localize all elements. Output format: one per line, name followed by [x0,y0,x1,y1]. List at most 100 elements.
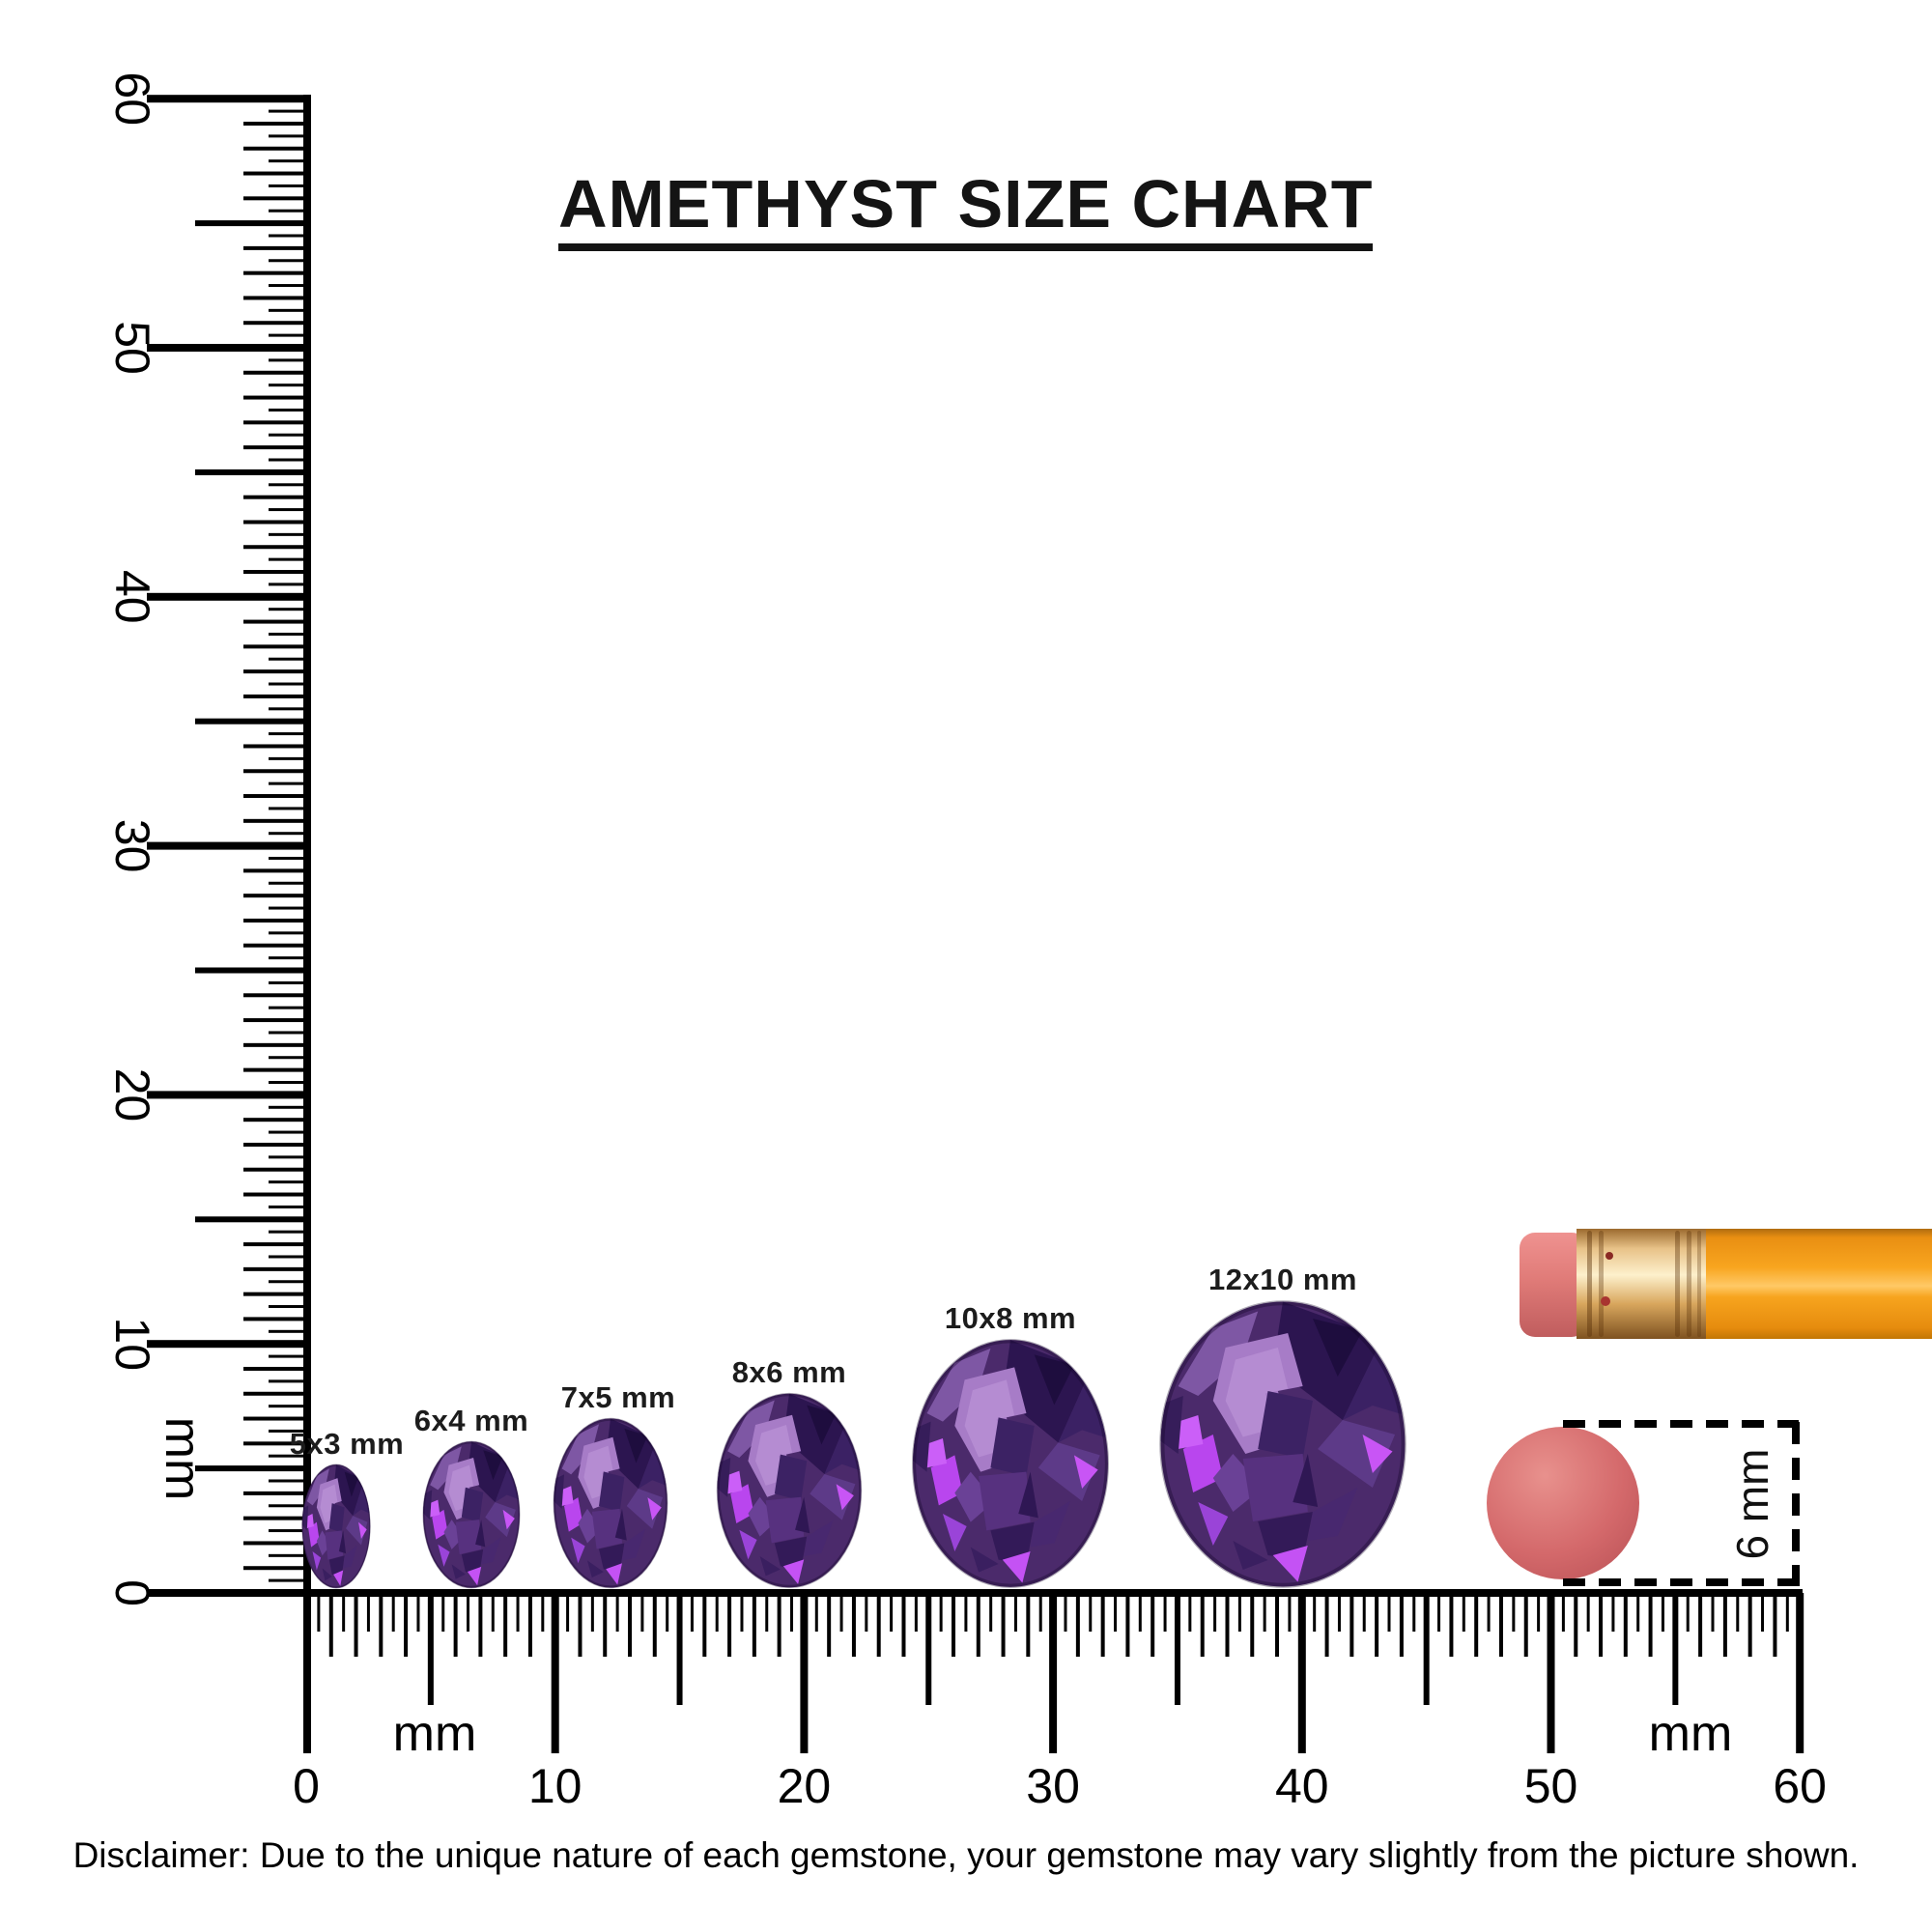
h-tick-44.5mm [1412,1593,1416,1632]
h-tick-10mm [551,1593,559,1753]
h-tick-1mm [328,1593,333,1657]
h-tick-25.5mm [939,1593,943,1632]
h-tick-48mm [1498,1593,1503,1657]
h-tick-59.5mm [1785,1593,1789,1632]
v-tick-11mm [243,1317,307,1321]
h-tick-54.5mm [1661,1593,1664,1632]
v-tick-39.5mm [269,608,307,611]
v-tick-49.5mm [269,358,307,362]
h-tick-29.5mm [1038,1593,1042,1632]
h-tick-44mm [1399,1593,1404,1657]
h-tick-31.5mm [1089,1593,1093,1632]
v-tick-45mm [195,469,307,475]
v-tick-1mm [243,1566,307,1571]
h-tick-58.5mm [1761,1593,1765,1632]
gem-row: 5x3 mm 6x4 mm 7x5 mm 8x6 mm 10x8 mm 12x10 mm [290,1263,1406,1588]
h-tick-45.5mm [1437,1593,1441,1632]
h-tick-60mm [1796,1593,1804,1753]
h-tick-12mm [603,1593,608,1657]
h-tick-33.5mm [1138,1593,1142,1632]
v-tick-53.5mm [269,259,307,263]
h-tick-18mm [752,1593,756,1657]
horizontal-ruler-numbers: 0 10 20 30 40 50 60 [293,1759,1827,1813]
v-tick-20.5mm [269,1081,307,1085]
h-tick-49.5mm [1537,1593,1541,1632]
h-tick-16.5mm [715,1593,719,1632]
v-tick-51.5mm [269,308,307,312]
v-tick-26.5mm [269,931,307,935]
h-tick-47mm [1474,1593,1479,1657]
v-tick-47.5mm [269,408,307,412]
v-tick-25mm [195,967,307,974]
h-tick-23mm [876,1593,881,1657]
v-tick-13mm [243,1266,307,1271]
h-tick-38.5mm [1263,1593,1266,1632]
horizontal-ruler-ticks [317,1593,1804,1753]
h-tick-27.5mm [989,1593,993,1632]
h-tick-19mm [777,1593,781,1657]
v-tick-21mm [243,1067,307,1072]
v-tick-39mm [243,619,307,624]
h-tick-6.5mm [467,1593,470,1632]
h-tick-19.5mm [790,1593,794,1632]
h-tick-35mm [1174,1593,1180,1705]
h-tick-17.5mm [740,1593,744,1632]
v-tick-14.5mm [269,1230,307,1234]
h-tick-9.5mm [541,1593,545,1632]
gem-label-4: 8x6 mm [732,1355,846,1389]
v-ruler-number-60: 60 [105,71,159,126]
h-tick-53mm [1623,1593,1628,1657]
disclaimer-text: Disclaimer: Due to the unique nature of … [72,1835,1860,1875]
h-tick-39.5mm [1288,1593,1292,1632]
h-tick-14mm [652,1593,657,1657]
gem-8x6mm [716,1394,861,1588]
gem-label-6: 12x10 mm [1208,1263,1357,1296]
v-tick-5.5mm [269,1454,307,1458]
h-ruler-number-20: 20 [778,1759,832,1813]
h-tick-52.5mm [1611,1593,1615,1632]
v-tick-29mm [243,868,307,873]
v-tick-10mm [147,1340,307,1349]
v-tick-24mm [243,993,307,998]
v-tick-10.5mm [269,1329,307,1333]
v-tick-17mm [243,1167,307,1172]
h-tick-0.5mm [317,1593,321,1632]
gem-label-1: 5x3 mm [290,1427,404,1461]
ferrule-dimple [1605,1252,1613,1260]
dimension-label: 6 mm [1727,1449,1777,1560]
v-tick-18.5mm [269,1130,307,1134]
h-tick-39mm [1275,1593,1280,1657]
v-tick-50mm [147,344,307,352]
h-ruler-number-30: 30 [1026,1759,1080,1813]
gem-10x8mm [911,1340,1108,1587]
v-tick-56mm [243,196,307,201]
v-ruler-number-40: 40 [105,570,159,624]
h-tick-57mm [1722,1593,1727,1657]
eraser-dot-measure: 6 mm [1487,1420,1800,1586]
v-tick-19.5mm [269,1105,307,1109]
h-tick-45mm [1423,1593,1430,1705]
v-tick-23.5mm [269,1006,307,1009]
v-tick-48mm [243,395,307,400]
h-tick-17mm [727,1593,732,1657]
h-tick-24.5mm [914,1593,918,1632]
v-tick-55mm [195,220,307,227]
v-tick-38mm [243,644,307,649]
v-tick-38.5mm [269,632,307,636]
v-tick-55.5mm [269,209,307,213]
v-tick-18mm [243,1142,307,1147]
h-tick-56.5mm [1711,1593,1715,1632]
h-tick-4.5mm [416,1593,420,1632]
v-tick-2.5mm [269,1529,307,1533]
h-tick-36.5mm [1213,1593,1217,1632]
h-tick-34mm [1151,1593,1155,1657]
v-tick-60mm [147,95,307,103]
ferrule-crimp-line [1587,1231,1592,1337]
h-tick-26.5mm [964,1593,968,1632]
v-tick-17.5mm [269,1155,307,1159]
h-tick-47.5mm [1487,1593,1491,1632]
v-tick-21.5mm [269,1056,307,1060]
h-tick-34.5mm [1163,1593,1167,1632]
h-tick-13.5mm [640,1593,644,1632]
